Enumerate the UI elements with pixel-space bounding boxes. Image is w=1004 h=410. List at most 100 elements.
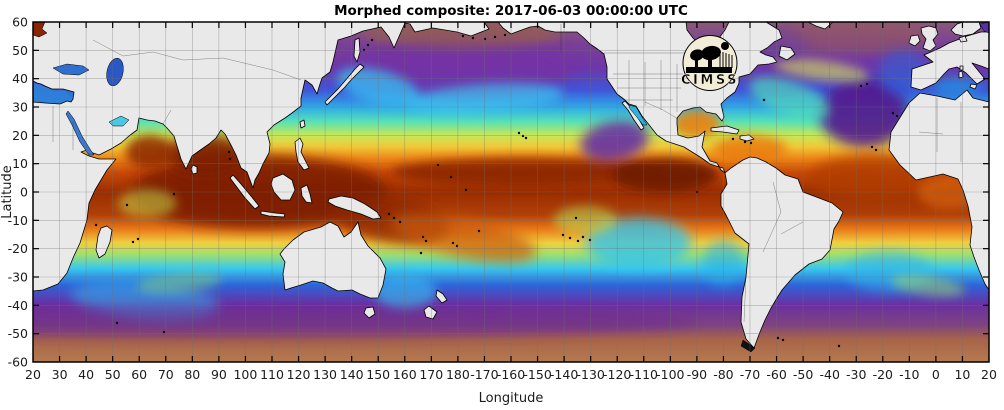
x-tick-label: -160 (497, 367, 525, 382)
x-tick-label: 90 (211, 367, 227, 382)
baltic-sea-right (979, 22, 989, 34)
political-border (222, 57, 274, 71)
island-speck (568, 236, 572, 240)
x-tick-label: 20 (25, 367, 41, 382)
island-speck (125, 203, 129, 207)
island-speck (524, 136, 528, 140)
y-tick-label: -60 (8, 355, 28, 370)
landmass (279, 221, 387, 299)
axis-ticks-layer (33, 22, 989, 362)
island-speck (865, 82, 869, 86)
cimss-logo: CIMSS (681, 35, 739, 91)
island-speck (398, 220, 402, 224)
political-border (162, 109, 172, 125)
landmass (958, 70, 964, 79)
political-border (272, 69, 302, 81)
island-speck (471, 36, 475, 40)
tpw-feature-south-pacific-dry (585, 217, 692, 269)
x-tick-label: -130 (577, 367, 605, 382)
x-tick-label: 150 (366, 367, 390, 382)
baltic-sea-left (33, 22, 48, 38)
landmass (327, 195, 382, 220)
island-speck (781, 338, 785, 342)
island-speck (136, 237, 140, 241)
x-axis-title: Longitude (479, 391, 544, 406)
y-tick-label: 20 (12, 128, 28, 143)
y-tick-label: 10 (12, 156, 28, 171)
x-tick-label: -60 (766, 367, 786, 382)
x-tick-label: -120 (603, 367, 631, 382)
island-speck (581, 235, 585, 239)
x-tick-label: -170 (470, 367, 498, 382)
x-tick-label: 140 (340, 367, 364, 382)
x-axis-tick-labels: 20 30 40 50 60 70 80 90 100 110 120 130 140 150 160 170… (25, 367, 997, 382)
island-speck (366, 43, 370, 47)
island-speck (464, 188, 468, 192)
x-tick-label: -50 (793, 367, 813, 382)
island-speck (743, 140, 747, 144)
island-speck (387, 212, 391, 216)
black-sea (52, 63, 90, 76)
landmass (910, 31, 989, 91)
island-speck (228, 157, 232, 161)
graticule-layer (33, 22, 989, 362)
x-tick-label: -110 (630, 367, 658, 382)
island-speck (731, 137, 735, 141)
island-speck (870, 145, 874, 149)
political-border (644, 101, 679, 120)
island-speck (162, 330, 166, 334)
plot-title: Morphed composite: 2017-06-03 00:00:00 U… (334, 3, 688, 19)
island-speck (421, 235, 425, 239)
x-tick-label: 40 (78, 367, 94, 382)
island-speck (517, 131, 521, 135)
landmass (33, 22, 490, 292)
landmass (710, 125, 740, 135)
x-tick-label: -70 (740, 367, 760, 382)
island-speck (895, 114, 899, 118)
x-tick-label: 120 (287, 367, 311, 382)
tierra-del-fuego (740, 339, 756, 353)
x-tick-label: -20 (873, 367, 893, 382)
tpw-feature-arabian-sea-red (125, 135, 174, 170)
satellite-dish-icon (686, 42, 733, 73)
y-tick-label: 30 (12, 100, 28, 115)
y-tick-label: -20 (8, 241, 28, 256)
cimss-logo-text: CIMSS (681, 73, 739, 88)
y-tick-label: 50 (12, 43, 28, 58)
landmass (435, 289, 448, 304)
island-speck (392, 216, 396, 220)
x-tick-label: -30 (846, 367, 866, 382)
island-speck (370, 38, 374, 42)
landmass (353, 37, 361, 63)
island-speck (227, 150, 231, 154)
x-tick-label: 70 (158, 367, 174, 382)
landmass (324, 63, 365, 106)
island-speck (493, 35, 497, 39)
island-speck (362, 48, 366, 52)
political-border (92, 39, 154, 57)
y-tick-label: 60 (12, 15, 28, 30)
island-speck (436, 163, 440, 167)
political-border (918, 131, 944, 135)
tpw-feature-atlantic-dry-purple (819, 78, 910, 147)
x-tick-label: -90 (687, 367, 707, 382)
landmass (958, 35, 968, 43)
y-axis-title: Latitude (0, 165, 15, 219)
gulf-of-california (628, 104, 648, 126)
landmass (969, 83, 978, 90)
x-tick-label: -100 (656, 367, 684, 382)
tpw-feature-equatorial-indian-green (118, 189, 177, 218)
island-speck (874, 148, 878, 152)
island-speck (477, 229, 481, 233)
island-speck (94, 223, 98, 227)
tpw-feature-baja-dry-purple (580, 120, 649, 162)
landmass (807, 22, 834, 30)
tpw-feature-spcz (390, 212, 537, 263)
island-speck (419, 251, 423, 255)
y-tick-label: -40 (8, 298, 28, 313)
x-tick-label: -80 (713, 367, 733, 382)
x-tick-label: 10 (954, 367, 970, 382)
landmass (423, 305, 438, 320)
political-border (743, 274, 747, 323)
